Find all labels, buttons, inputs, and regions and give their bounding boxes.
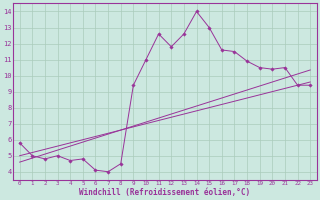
- X-axis label: Windchill (Refroidissement éolien,°C): Windchill (Refroidissement éolien,°C): [79, 188, 251, 197]
